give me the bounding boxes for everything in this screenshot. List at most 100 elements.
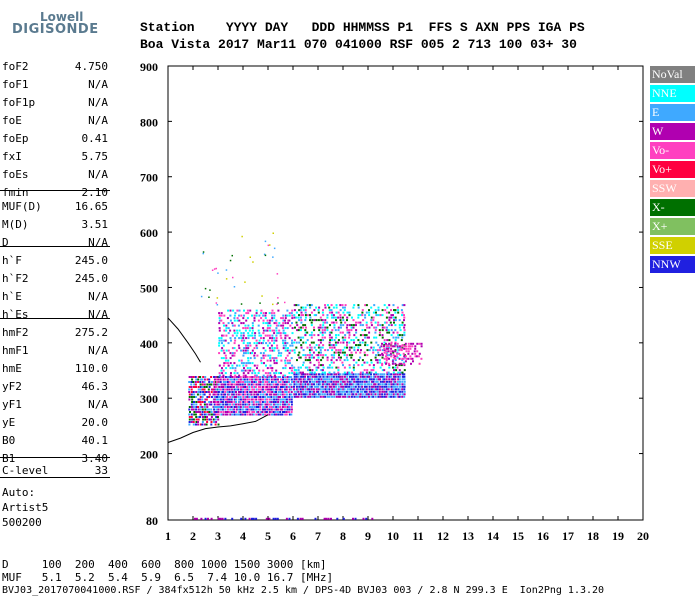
echo-point [364,341,367,344]
echo-point [271,314,274,317]
echo-point [309,371,312,374]
echo-point [385,361,388,364]
echo-point [366,354,369,357]
echo-point [194,413,197,416]
echo-point [265,342,268,345]
echo-point [232,386,235,388]
echo-point [339,316,342,319]
echo-point [317,366,320,369]
echo-point [251,369,254,372]
param-name: C-level [2,464,49,477]
echo-point [300,390,302,393]
echo-point [384,309,387,312]
echo-point [242,354,245,357]
echo-point [197,411,200,413]
echo-point [253,364,256,367]
echo-point [398,352,401,355]
echo-point [392,331,395,334]
echo-point [246,403,248,406]
echo-point [350,373,353,376]
echo-point [205,386,208,388]
echo-point [220,357,223,360]
echo-point [219,408,222,411]
echo-point [193,401,195,403]
echo-point [243,367,245,370]
echo-point [401,321,404,324]
echo-point [266,403,269,406]
echo-point [359,334,362,337]
echo-point [398,369,401,372]
echo-point [264,240,267,243]
echo-point [339,373,342,376]
param-name: h`F [2,254,22,267]
echo-point [290,408,293,411]
echo-point [371,380,373,383]
echo-point [394,316,397,319]
echo-point [390,309,392,312]
echo-point [257,383,260,386]
legend-item: X+ [650,218,695,235]
echo-point [288,378,291,381]
echo-point [259,383,262,386]
echo-point [277,386,280,388]
echo-point [254,378,257,381]
echo-point [328,334,331,337]
echo-point [288,359,291,362]
echo-point [409,345,412,348]
echo-point [390,354,392,357]
echo-point [403,388,406,391]
echo-point [413,350,416,353]
echo-point [194,396,197,398]
echo-point [392,388,395,391]
echo-point [193,396,196,398]
echo-point [229,408,232,411]
echo-point [252,403,255,406]
echo-point [335,380,338,383]
echo-point [225,334,228,337]
echo-point [233,317,236,320]
echo-point [341,393,344,396]
echo-point [256,354,259,357]
echo-point [247,372,250,375]
echo-point [357,339,360,342]
echo-point [231,413,234,416]
echo-point [188,398,191,401]
echo-point [332,306,335,309]
echo-point [395,355,398,358]
echo-point [218,403,221,406]
echo-point [259,391,262,393]
echo-point [323,517,326,520]
echo-point [404,360,407,363]
echo-point [388,339,391,342]
echo-point [273,374,276,377]
echo-point [267,354,270,357]
echo-point [335,395,338,398]
echo-point [399,380,401,383]
echo-point [263,396,266,398]
echo-point [403,364,406,367]
echo-point [233,388,236,391]
echo-point [231,393,234,396]
echo-point [375,341,378,344]
echo-point [385,329,388,332]
echo-point [309,314,311,317]
echo-point [350,339,353,342]
echo-point [190,381,193,383]
echo-point [309,390,311,393]
echo-point [215,411,218,413]
echo-point [403,316,406,319]
echo-point [201,396,204,398]
echo-point [264,314,267,317]
echo-point [313,390,315,393]
echo-point [335,351,338,354]
echo-point [319,375,322,378]
echo-point [259,381,262,383]
echo-point [202,418,205,421]
echo-point [398,388,401,391]
echo-point [197,408,200,411]
echo-point [346,375,349,378]
echo-point [244,393,247,396]
echo-point [233,372,236,375]
echo-point [277,406,280,408]
x-tick-label: 17 [562,529,574,543]
